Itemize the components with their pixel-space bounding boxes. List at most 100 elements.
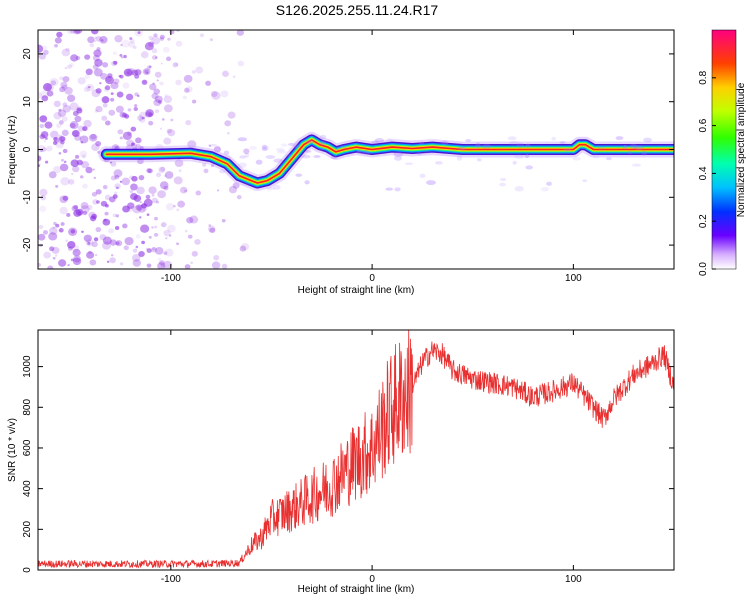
spectrogram-ridge-noise (223, 150, 230, 156)
spectrogram-noise-blob (176, 242, 180, 246)
spectrogram-noise-blob (164, 94, 168, 97)
spectrogram-noise-blob (58, 120, 64, 125)
spectrogram-ytick-label: 20 (22, 48, 33, 60)
spectrogram-noise-blob (73, 209, 82, 217)
spectrogram-noise-blob (43, 251, 52, 259)
spectrogram-noise-blob (88, 250, 92, 254)
spectrogram-noise-blob (132, 205, 142, 214)
spectrogram-noise-blob (65, 239, 69, 243)
spectrogram-noise-blob (153, 88, 161, 95)
spectrogram-noise-blob (70, 258, 74, 262)
spectrogram-ridge-noise (237, 162, 247, 168)
spectrogram-noise-blob (138, 116, 146, 123)
spectrogram-noise-blob (53, 100, 61, 108)
spectrogram-noise-blob (49, 246, 55, 252)
spectrogram-ridge-noise (320, 140, 326, 146)
spectrogram-noise-blob (141, 240, 145, 245)
spectrogram-ridge-noise (514, 154, 524, 160)
spectrogram-noise-blob (87, 36, 95, 44)
spectrogram-noise-blob (191, 70, 196, 74)
spectrogram-noise-blob (151, 193, 155, 197)
spectrogram-ridge-noise (273, 158, 284, 163)
spectrogram-noise-blob (220, 90, 229, 98)
spectrogram-noise-blob (69, 63, 75, 68)
spectrogram-noise-blob (163, 260, 173, 269)
spectrogram-noise-blob (40, 131, 49, 138)
spectrogram-noise-blob (155, 200, 160, 204)
spectrogram-noise-blob (151, 92, 159, 100)
spectrogram-noise-blob (153, 33, 158, 38)
spectrogram-noise-blob (82, 210, 88, 216)
spectrogram-noise-blob (163, 251, 168, 255)
spectrogram-noise-blob (161, 118, 165, 121)
spectrogram-noise-blob (93, 68, 103, 77)
snr-ytick-label: 200 (22, 521, 33, 538)
spectrogram-noise-blob (64, 86, 73, 95)
spectrogram-noise-blob (54, 37, 62, 44)
spectrogram-ridge-noise (393, 151, 403, 157)
spectrogram-noise-blob (163, 95, 173, 104)
spectrogram-noise-blob (59, 206, 68, 215)
spectrogram-noise-blob (211, 261, 221, 269)
spectrogram-noise-blob (53, 165, 61, 174)
spectrogram-ridge-noise (319, 134, 327, 140)
spectrogram-noise-blob (70, 54, 79, 62)
spectrogram-noise-blob (89, 43, 95, 48)
spectrogram-noise-blob (221, 263, 228, 269)
spectrogram-noise-blob (114, 146, 119, 150)
spectrogram-noise-blob (52, 140, 58, 145)
spectrogram-ridge-noise (424, 150, 432, 154)
spectrogram-ytick-label: 10 (22, 96, 33, 108)
spectrogram-noise (38, 30, 250, 269)
spectrogram-noise-blob (130, 183, 138, 191)
spectrogram-noise-blob (62, 148, 68, 154)
spectrogram-noise-blob (94, 253, 98, 257)
spectrogram-noise-blob (134, 69, 142, 76)
spectrogram-noise-blob (97, 150, 101, 155)
spectrogram-noise-blob (133, 107, 138, 112)
spectrogram-noise-blob (135, 143, 141, 150)
spectrogram-noise-blob (63, 160, 67, 164)
spectrogram-noise-blob (38, 144, 46, 153)
spectrogram-noise-blob (141, 79, 148, 85)
spectrogram-noise-blob (67, 241, 76, 249)
spectrogram-noise-blob (151, 197, 158, 204)
spectrogram-ridge-noise (597, 146, 607, 150)
spectrogram-noise-blob (141, 203, 147, 209)
spectrogram-noise-blob (164, 171, 174, 179)
spectrogram-noise-blob (38, 52, 47, 60)
spectrogram-noise-blob (178, 169, 182, 173)
spectrogram-noise-blob (146, 71, 149, 75)
spectrogram-ridge-noise (237, 137, 248, 142)
spectrogram-ridge-noise (525, 165, 534, 170)
spectrogram-ridge-noise (301, 154, 311, 159)
spectrogram-noise-blob (94, 36, 97, 39)
spectrogram-noise-blob (109, 257, 116, 264)
spectrogram-noise-blob (67, 94, 76, 102)
spectrogram-ridge-noise (330, 155, 338, 160)
spectrogram-ridge-noise (305, 150, 312, 153)
spectrogram-noise-blob (82, 126, 88, 132)
spectrogram-noise-blob (123, 54, 127, 59)
spectrogram-noise-blob (110, 81, 119, 90)
spectrogram-ridge-noise (249, 145, 257, 151)
spectrogram-noise-blob (38, 224, 44, 230)
spectrogram-ridge-noise (559, 141, 566, 144)
spectrogram-noise-blob (92, 168, 95, 171)
spectrogram-noise-blob (140, 224, 150, 233)
spectrogram-noise-blob (38, 155, 42, 162)
spectrogram-noise-blob (129, 189, 134, 194)
spectrogram-noise-blob (195, 190, 202, 196)
spectrogram-noise-blob (157, 257, 162, 261)
spectrogram-noise-blob (116, 91, 124, 98)
spectrogram-noise-blob (54, 43, 59, 48)
spectrogram-noise-blob (70, 30, 76, 34)
spectrogram-ridge-noise (475, 142, 481, 148)
spectrogram-noise-blob (173, 204, 176, 208)
spectrogram-ridge-noise (265, 155, 276, 159)
spectrogram-noise-blob (221, 219, 226, 223)
spectrogram-noise-blob (65, 47, 70, 52)
spectrogram-noise-blob (59, 163, 69, 172)
spectrogram-noise-blob (126, 131, 132, 137)
spectrogram-noise-blob (85, 166, 93, 174)
